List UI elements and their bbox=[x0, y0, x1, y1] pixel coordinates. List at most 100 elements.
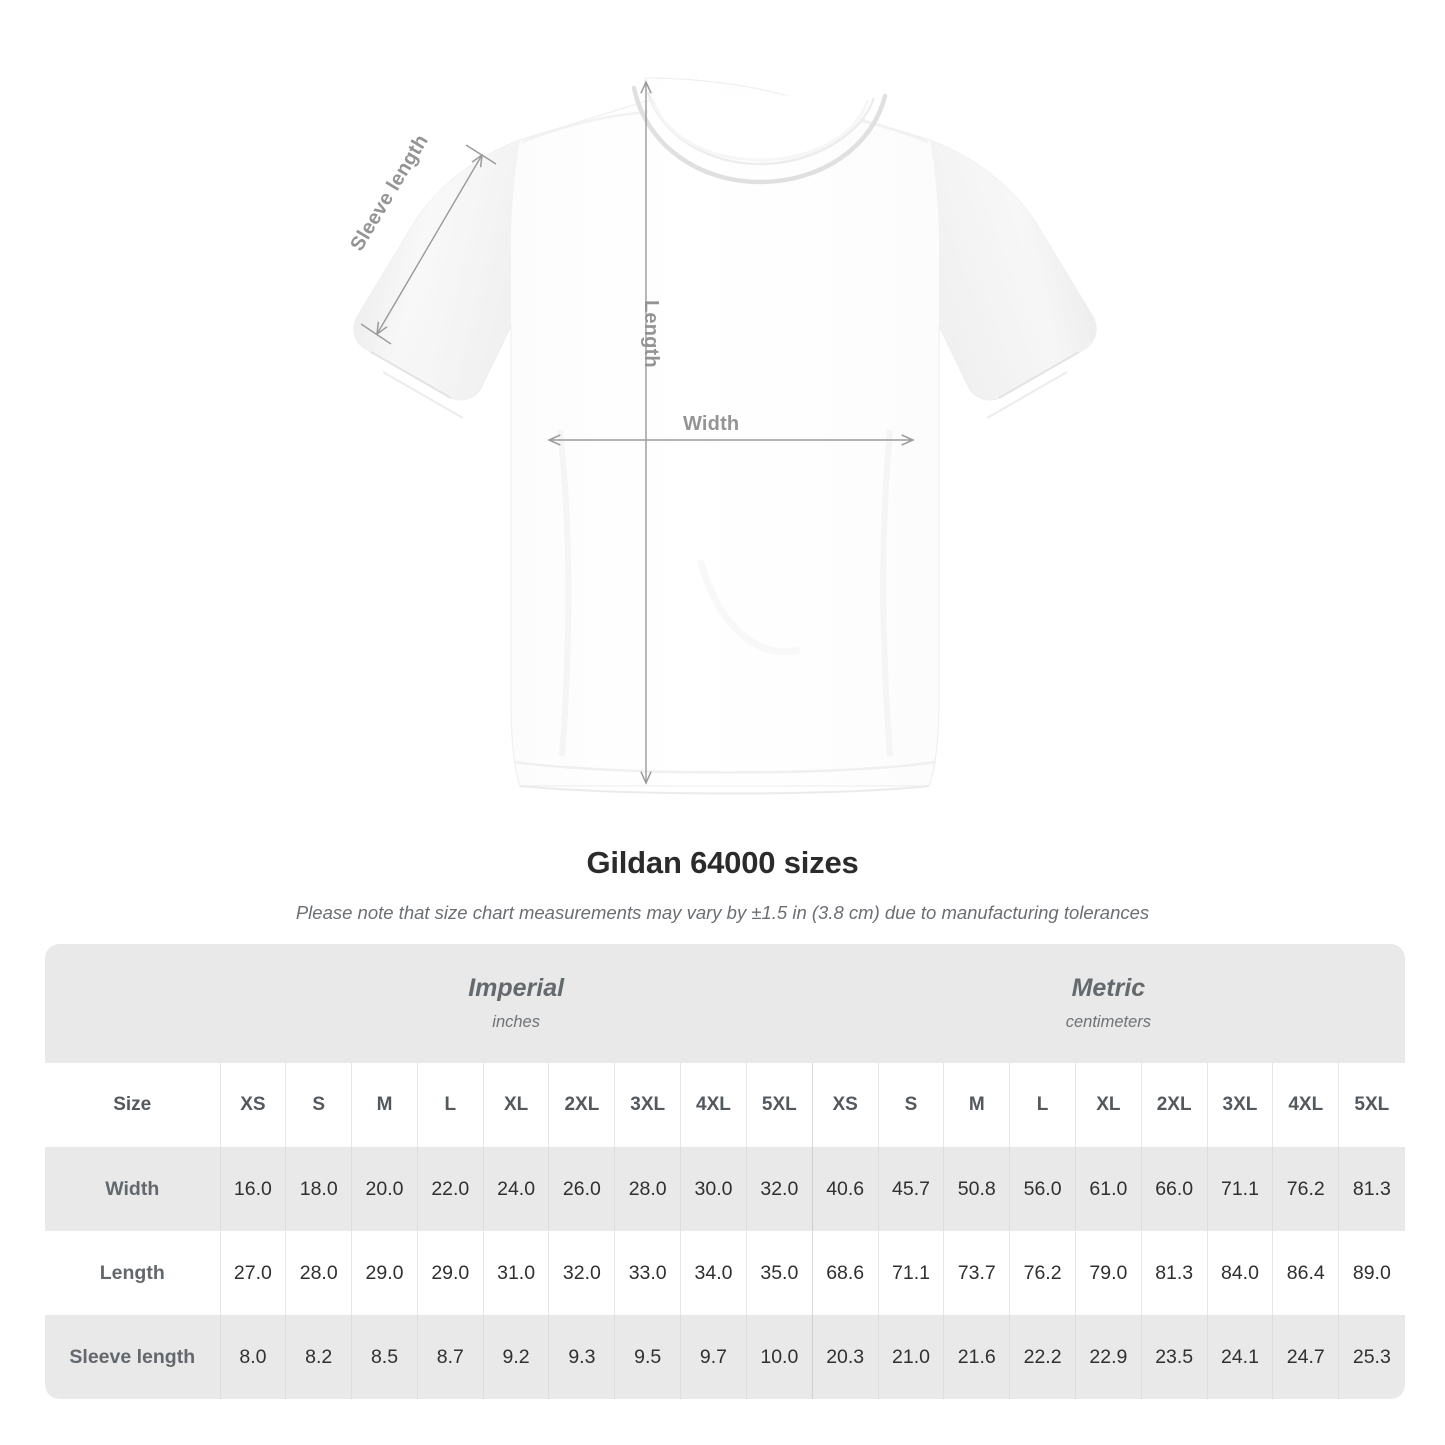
cell-length-l-cm: 76.2 bbox=[1009, 1231, 1076, 1315]
cell-sleeve-xl-in: 9.2 bbox=[482, 1315, 549, 1399]
size-col-s-imperial: S bbox=[285, 1063, 352, 1147]
cell-sleeve-m-cm: 21.6 bbox=[943, 1315, 1010, 1399]
unit-group-imperial-sub: inches bbox=[492, 1012, 540, 1031]
cell-width-2xl-in: 26.0 bbox=[548, 1147, 615, 1231]
cell-sleeve-2xl-cm: 23.5 bbox=[1140, 1315, 1208, 1399]
cell-width-l-cm: 56.0 bbox=[1009, 1147, 1076, 1231]
size-col-m-imperial: M bbox=[351, 1063, 418, 1147]
cell-sleeve-xl-cm: 22.9 bbox=[1074, 1315, 1142, 1399]
cell-width-5xl-cm: 81.3 bbox=[1338, 1147, 1405, 1231]
page-title: Gildan 64000 sizes bbox=[586, 845, 859, 880]
cell-length-2xl-cm: 81.3 bbox=[1140, 1231, 1208, 1315]
cell-length-2xl-in: 32.0 bbox=[548, 1231, 615, 1315]
cell-sleeve-xs-in: 8.0 bbox=[219, 1315, 286, 1399]
cell-length-xl-cm: 79.0 bbox=[1074, 1231, 1142, 1315]
size-header-row: Size XS S M L XL 2XL 3XL 4XL 5XL XS S M … bbox=[45, 1063, 1405, 1147]
size-col-xl-imperial: XL bbox=[482, 1063, 549, 1147]
table-row: Width 16.0 18.0 20.0 22.0 24.0 26.0 28.0… bbox=[45, 1147, 1405, 1231]
unit-group-imperial-name: Imperial bbox=[468, 974, 565, 1003]
cell-sleeve-l-in: 8.7 bbox=[416, 1315, 484, 1399]
measurement-tolerance-note: Please note that size chart measurements… bbox=[295, 902, 1150, 923]
cell-length-s-cm: 71.1 bbox=[877, 1231, 944, 1315]
table-row: Length 27.0 28.0 29.0 29.0 31.0 32.0 33.… bbox=[45, 1231, 1405, 1315]
cell-width-5xl-in: 32.0 bbox=[745, 1147, 813, 1231]
cell-width-3xl-cm: 71.1 bbox=[1206, 1147, 1273, 1231]
size-col-3xl-imperial: 3XL bbox=[614, 1063, 681, 1147]
tshirt-illustration bbox=[353, 77, 1097, 795]
size-col-4xl-metric: 4XL bbox=[1272, 1063, 1339, 1147]
cell-sleeve-3xl-in: 9.5 bbox=[614, 1315, 681, 1399]
cell-sleeve-3xl-cm: 24.1 bbox=[1206, 1315, 1273, 1399]
unit-group-imperial: Imperial inches bbox=[220, 944, 813, 1063]
cell-width-xs-cm: 40.6 bbox=[811, 1147, 879, 1231]
size-col-l-imperial: L bbox=[416, 1063, 484, 1147]
cell-length-5xl-cm: 89.0 bbox=[1338, 1231, 1405, 1315]
sleeve-tick-top bbox=[465, 144, 497, 165]
cell-length-s-in: 28.0 bbox=[285, 1231, 352, 1315]
cell-sleeve-s-in: 8.2 bbox=[285, 1315, 352, 1399]
cell-sleeve-l-cm: 22.2 bbox=[1009, 1315, 1076, 1399]
size-col-l-metric: L bbox=[1009, 1063, 1076, 1147]
size-col-3xl-metric: 3XL bbox=[1206, 1063, 1273, 1147]
cell-length-xs-in: 27.0 bbox=[219, 1231, 286, 1315]
size-col-s-metric: S bbox=[877, 1063, 944, 1147]
unit-group-metric-sub: centimeters bbox=[1065, 1012, 1152, 1031]
size-chart-container: Imperial inches Metric centimeters Size … bbox=[45, 944, 1405, 1399]
cell-sleeve-2xl-in: 9.3 bbox=[548, 1315, 615, 1399]
cell-width-s-in: 18.0 bbox=[285, 1147, 352, 1231]
cell-sleeve-4xl-cm: 24.7 bbox=[1272, 1315, 1339, 1399]
cell-width-2xl-cm: 66.0 bbox=[1140, 1147, 1208, 1231]
size-col-5xl-metric: 5XL bbox=[1338, 1063, 1405, 1147]
chart-heading: Gildan 64000 sizes Please note that size… bbox=[0, 845, 1445, 924]
cell-length-xs-cm: 68.6 bbox=[811, 1231, 879, 1315]
size-chart-table: Imperial inches Metric centimeters Size … bbox=[45, 944, 1405, 1399]
cell-width-xl-in: 24.0 bbox=[482, 1147, 549, 1231]
cell-length-3xl-in: 33.0 bbox=[614, 1231, 681, 1315]
cell-width-xl-cm: 61.0 bbox=[1074, 1147, 1142, 1231]
cell-sleeve-xs-cm: 20.3 bbox=[811, 1315, 879, 1399]
sleeve-arrow bbox=[377, 155, 482, 334]
cell-length-4xl-in: 34.0 bbox=[680, 1231, 747, 1315]
cell-length-m-cm: 73.7 bbox=[943, 1231, 1010, 1315]
cell-sleeve-5xl-in: 10.0 bbox=[745, 1315, 813, 1399]
width-label: Width bbox=[683, 413, 740, 435]
cell-length-l-in: 29.0 bbox=[416, 1231, 484, 1315]
size-col-xs-metric: XS bbox=[811, 1063, 879, 1147]
cell-length-5xl-in: 35.0 bbox=[745, 1231, 813, 1315]
tshirt-diagram: Sleeve length Length Width bbox=[346, 77, 1097, 795]
cell-width-s-cm: 45.7 bbox=[877, 1147, 944, 1231]
cell-sleeve-5xl-cm: 25.3 bbox=[1338, 1315, 1405, 1399]
size-col-5xl-imperial: 5XL bbox=[745, 1063, 813, 1147]
unit-group-metric: Metric centimeters bbox=[812, 944, 1405, 1063]
unit-group-metric-name: Metric bbox=[1071, 974, 1146, 1003]
unit-group-header-row: Imperial inches Metric centimeters bbox=[45, 944, 1405, 1063]
row-label-width: Width bbox=[45, 1147, 220, 1231]
measurement-guides bbox=[360, 82, 913, 783]
size-col-2xl-imperial: 2XL bbox=[548, 1063, 615, 1147]
cell-length-3xl-cm: 84.0 bbox=[1206, 1231, 1273, 1315]
cell-width-4xl-in: 30.0 bbox=[680, 1147, 747, 1231]
size-header-label: Size bbox=[45, 1063, 220, 1147]
cell-width-m-cm: 50.8 bbox=[943, 1147, 1010, 1231]
cell-length-m-in: 29.0 bbox=[351, 1231, 418, 1315]
row-label-length: Length bbox=[45, 1231, 220, 1315]
sleeve-tick-bottom bbox=[360, 323, 392, 345]
size-col-xs-imperial: XS bbox=[219, 1063, 286, 1147]
size-col-2xl-metric: 2XL bbox=[1140, 1063, 1208, 1147]
cell-width-l-in: 22.0 bbox=[416, 1147, 484, 1231]
length-label: Length bbox=[640, 300, 662, 368]
cell-width-xs-in: 16.0 bbox=[219, 1147, 286, 1231]
size-col-xl-metric: XL bbox=[1074, 1063, 1142, 1147]
unit-band-spacer bbox=[45, 944, 220, 1063]
cell-width-3xl-in: 28.0 bbox=[614, 1147, 681, 1231]
shirt-silhouette bbox=[353, 77, 1097, 795]
cell-length-4xl-cm: 86.4 bbox=[1272, 1231, 1339, 1315]
cell-sleeve-4xl-in: 9.7 bbox=[680, 1315, 747, 1399]
cell-width-m-in: 20.0 bbox=[351, 1147, 418, 1231]
size-col-m-metric: M bbox=[943, 1063, 1010, 1147]
cell-width-4xl-cm: 76.2 bbox=[1272, 1147, 1339, 1231]
table-row: Sleeve length 8.0 8.2 8.5 8.7 9.2 9.3 9.… bbox=[45, 1315, 1405, 1399]
cell-sleeve-m-in: 8.5 bbox=[351, 1315, 418, 1399]
row-label-sleeve-length: Sleeve length bbox=[45, 1315, 220, 1399]
size-col-4xl-imperial: 4XL bbox=[680, 1063, 747, 1147]
